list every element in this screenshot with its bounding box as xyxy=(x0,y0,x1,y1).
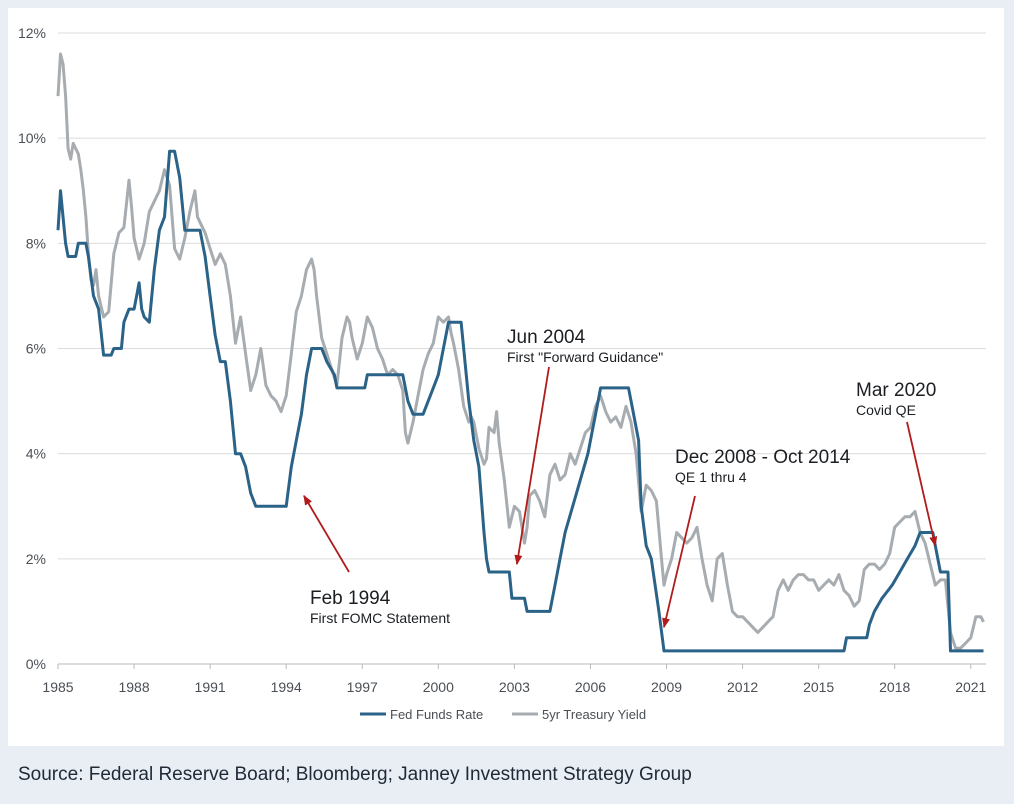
line-chart: 0% 2% 4% 6% 8% 10% 12% 1985 1988 1991 1994 1997 200… xyxy=(18,25,987,722)
x-tick-label-1991: 1991 xyxy=(195,679,226,695)
x-tick-label-2021: 2021 xyxy=(955,679,986,695)
annotation-title-mar-2020: Mar 2020 xyxy=(856,380,936,401)
y-tick-label-4: 4% xyxy=(26,446,46,462)
y-tick-label-10: 10% xyxy=(18,130,46,146)
x-tick-label-2006: 2006 xyxy=(575,679,606,695)
series-line-5yr-treasury-yield xyxy=(56,52,985,650)
x-tick-label-2012: 2012 xyxy=(727,679,758,695)
y-tick-label-2: 2% xyxy=(26,551,46,567)
arrow-jun-2004 xyxy=(514,366,550,566)
x-tick-label-2003: 2003 xyxy=(499,679,530,695)
annotation-title-feb-1994: Feb 1994 xyxy=(310,588,391,609)
legend: Fed Funds Rate 5yr Treasury Yield xyxy=(360,707,646,722)
chart-panel xyxy=(8,8,1004,746)
y-tick-label-12: 12% xyxy=(18,25,46,41)
x-tick-label-1985: 1985 xyxy=(42,679,73,695)
x-tick-label-1997: 1997 xyxy=(347,679,378,695)
annotation-subtitle-mar-2020: Covid QE xyxy=(856,402,916,418)
arrow-mar-2020 xyxy=(906,421,938,547)
series-line-fed-funds-rate xyxy=(56,149,984,653)
legend-label-fed-funds: Fed Funds Rate xyxy=(390,707,483,722)
y-tick-label-6: 6% xyxy=(26,341,46,357)
annotation-title-jun-2004: Jun 2004 xyxy=(507,327,586,348)
legend-label-5yr-treasury: 5yr Treasury Yield xyxy=(542,707,646,722)
x-tick-label-2018: 2018 xyxy=(879,679,910,695)
x-tick-label-2009: 2009 xyxy=(651,679,682,695)
x-tick-label-2015: 2015 xyxy=(803,679,834,695)
x-tick-label-1988: 1988 xyxy=(118,679,149,695)
arrow-feb-1994 xyxy=(303,494,350,573)
annotation-subtitle-jun-2004: First "Forward Guidance" xyxy=(507,349,663,365)
annotation-subtitle-feb-1994: First FOMC Statement xyxy=(310,610,450,626)
arrow-dec-2008 xyxy=(662,495,696,629)
annotation-title-dec-2008: Dec 2008 - Oct 2014 xyxy=(675,447,851,468)
x-tick-label-1994: 1994 xyxy=(271,679,302,695)
y-tick-label-0: 0% xyxy=(26,656,46,672)
x-tick-label-2000: 2000 xyxy=(423,679,454,695)
source-note: Source: Federal Reserve Board; Bloomberg… xyxy=(18,764,692,785)
annotation-subtitle-dec-2008: QE 1 thru 4 xyxy=(675,469,747,485)
y-tick-label-8: 8% xyxy=(26,235,46,251)
